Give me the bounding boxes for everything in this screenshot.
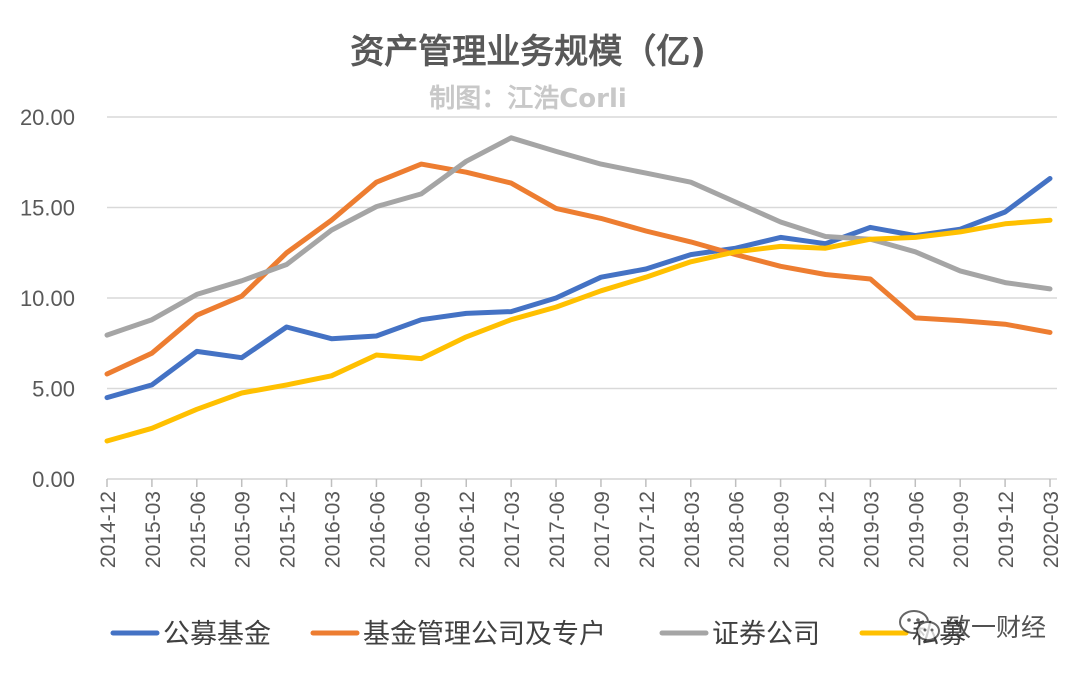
x-tick-label: 2019-09 — [950, 491, 973, 568]
legend-label: 证券公司 — [712, 619, 820, 650]
legend-label: 基金管理公司及专户 — [363, 619, 606, 650]
series-line-2 — [104, 135, 1053, 338]
x-tick-label: 2020-03 — [1040, 491, 1063, 568]
x-tick-label: 2015-06 — [187, 491, 210, 568]
x-tick-label: 2018-03 — [681, 491, 704, 568]
x-tick-label: 2017-03 — [501, 491, 524, 568]
y-tick-label: 5.00 — [32, 377, 75, 402]
x-tick-label: 2017-12 — [636, 491, 659, 568]
legend-item: 公募基金 — [110, 619, 271, 650]
x-tick-label: 2016-03 — [322, 491, 345, 568]
x-tick-label: 2018-06 — [726, 491, 749, 568]
watermark: 致一财经 — [899, 610, 1046, 642]
x-tick-label: 2019-12 — [995, 491, 1018, 568]
y-tick-label: 0.00 — [32, 467, 75, 492]
wechat-icon — [899, 610, 940, 641]
x-tick-label: 2017-09 — [591, 491, 614, 568]
x-axis: 2014-12 2015-03 2015-06 2015-09 2015-12 2016-… — [97, 478, 1063, 568]
x-tick-label: 2017-06 — [546, 491, 569, 568]
x-tick-label: 2016-12 — [456, 491, 479, 568]
series-line-0 — [104, 176, 1053, 401]
x-tick-label: 2015-03 — [142, 491, 165, 568]
chart-title: 资产管理业务规模（亿) — [350, 32, 706, 72]
x-tick-label: 2014-12 — [97, 491, 120, 568]
series-lines — [104, 135, 1053, 444]
x-tick-label: 2019-03 — [860, 491, 883, 568]
chart-subtitle: 制图：江浩Corli — [429, 84, 627, 114]
legend-item: 证券公司 — [659, 619, 820, 650]
y-tick-label: 15.00 — [20, 196, 75, 221]
x-tick-label: 2019-06 — [905, 491, 928, 568]
legend: 公募基金基金管理公司及专户证券公司私募 — [110, 619, 966, 650]
series-line-3 — [104, 217, 1053, 444]
watermark-text: 致一财经 — [946, 613, 1046, 642]
y-axis-ticks: 0.00 5.00 10.00 15.00 20.00 — [20, 105, 75, 492]
x-tick-label: 2015-12 — [277, 491, 300, 568]
legend-label: 公募基金 — [163, 619, 271, 650]
x-tick-label: 2016-09 — [411, 491, 434, 568]
y-tick-label: 20.00 — [20, 105, 75, 130]
x-tick-label: 2018-12 — [815, 491, 838, 568]
x-tick-label: 2016-06 — [366, 491, 389, 568]
x-tick-label: 2018-09 — [771, 491, 794, 568]
legend-item: 基金管理公司及专户 — [310, 619, 606, 650]
y-tick-label: 10.00 — [20, 286, 75, 311]
x-tick-label: 2015-09 — [232, 491, 255, 568]
